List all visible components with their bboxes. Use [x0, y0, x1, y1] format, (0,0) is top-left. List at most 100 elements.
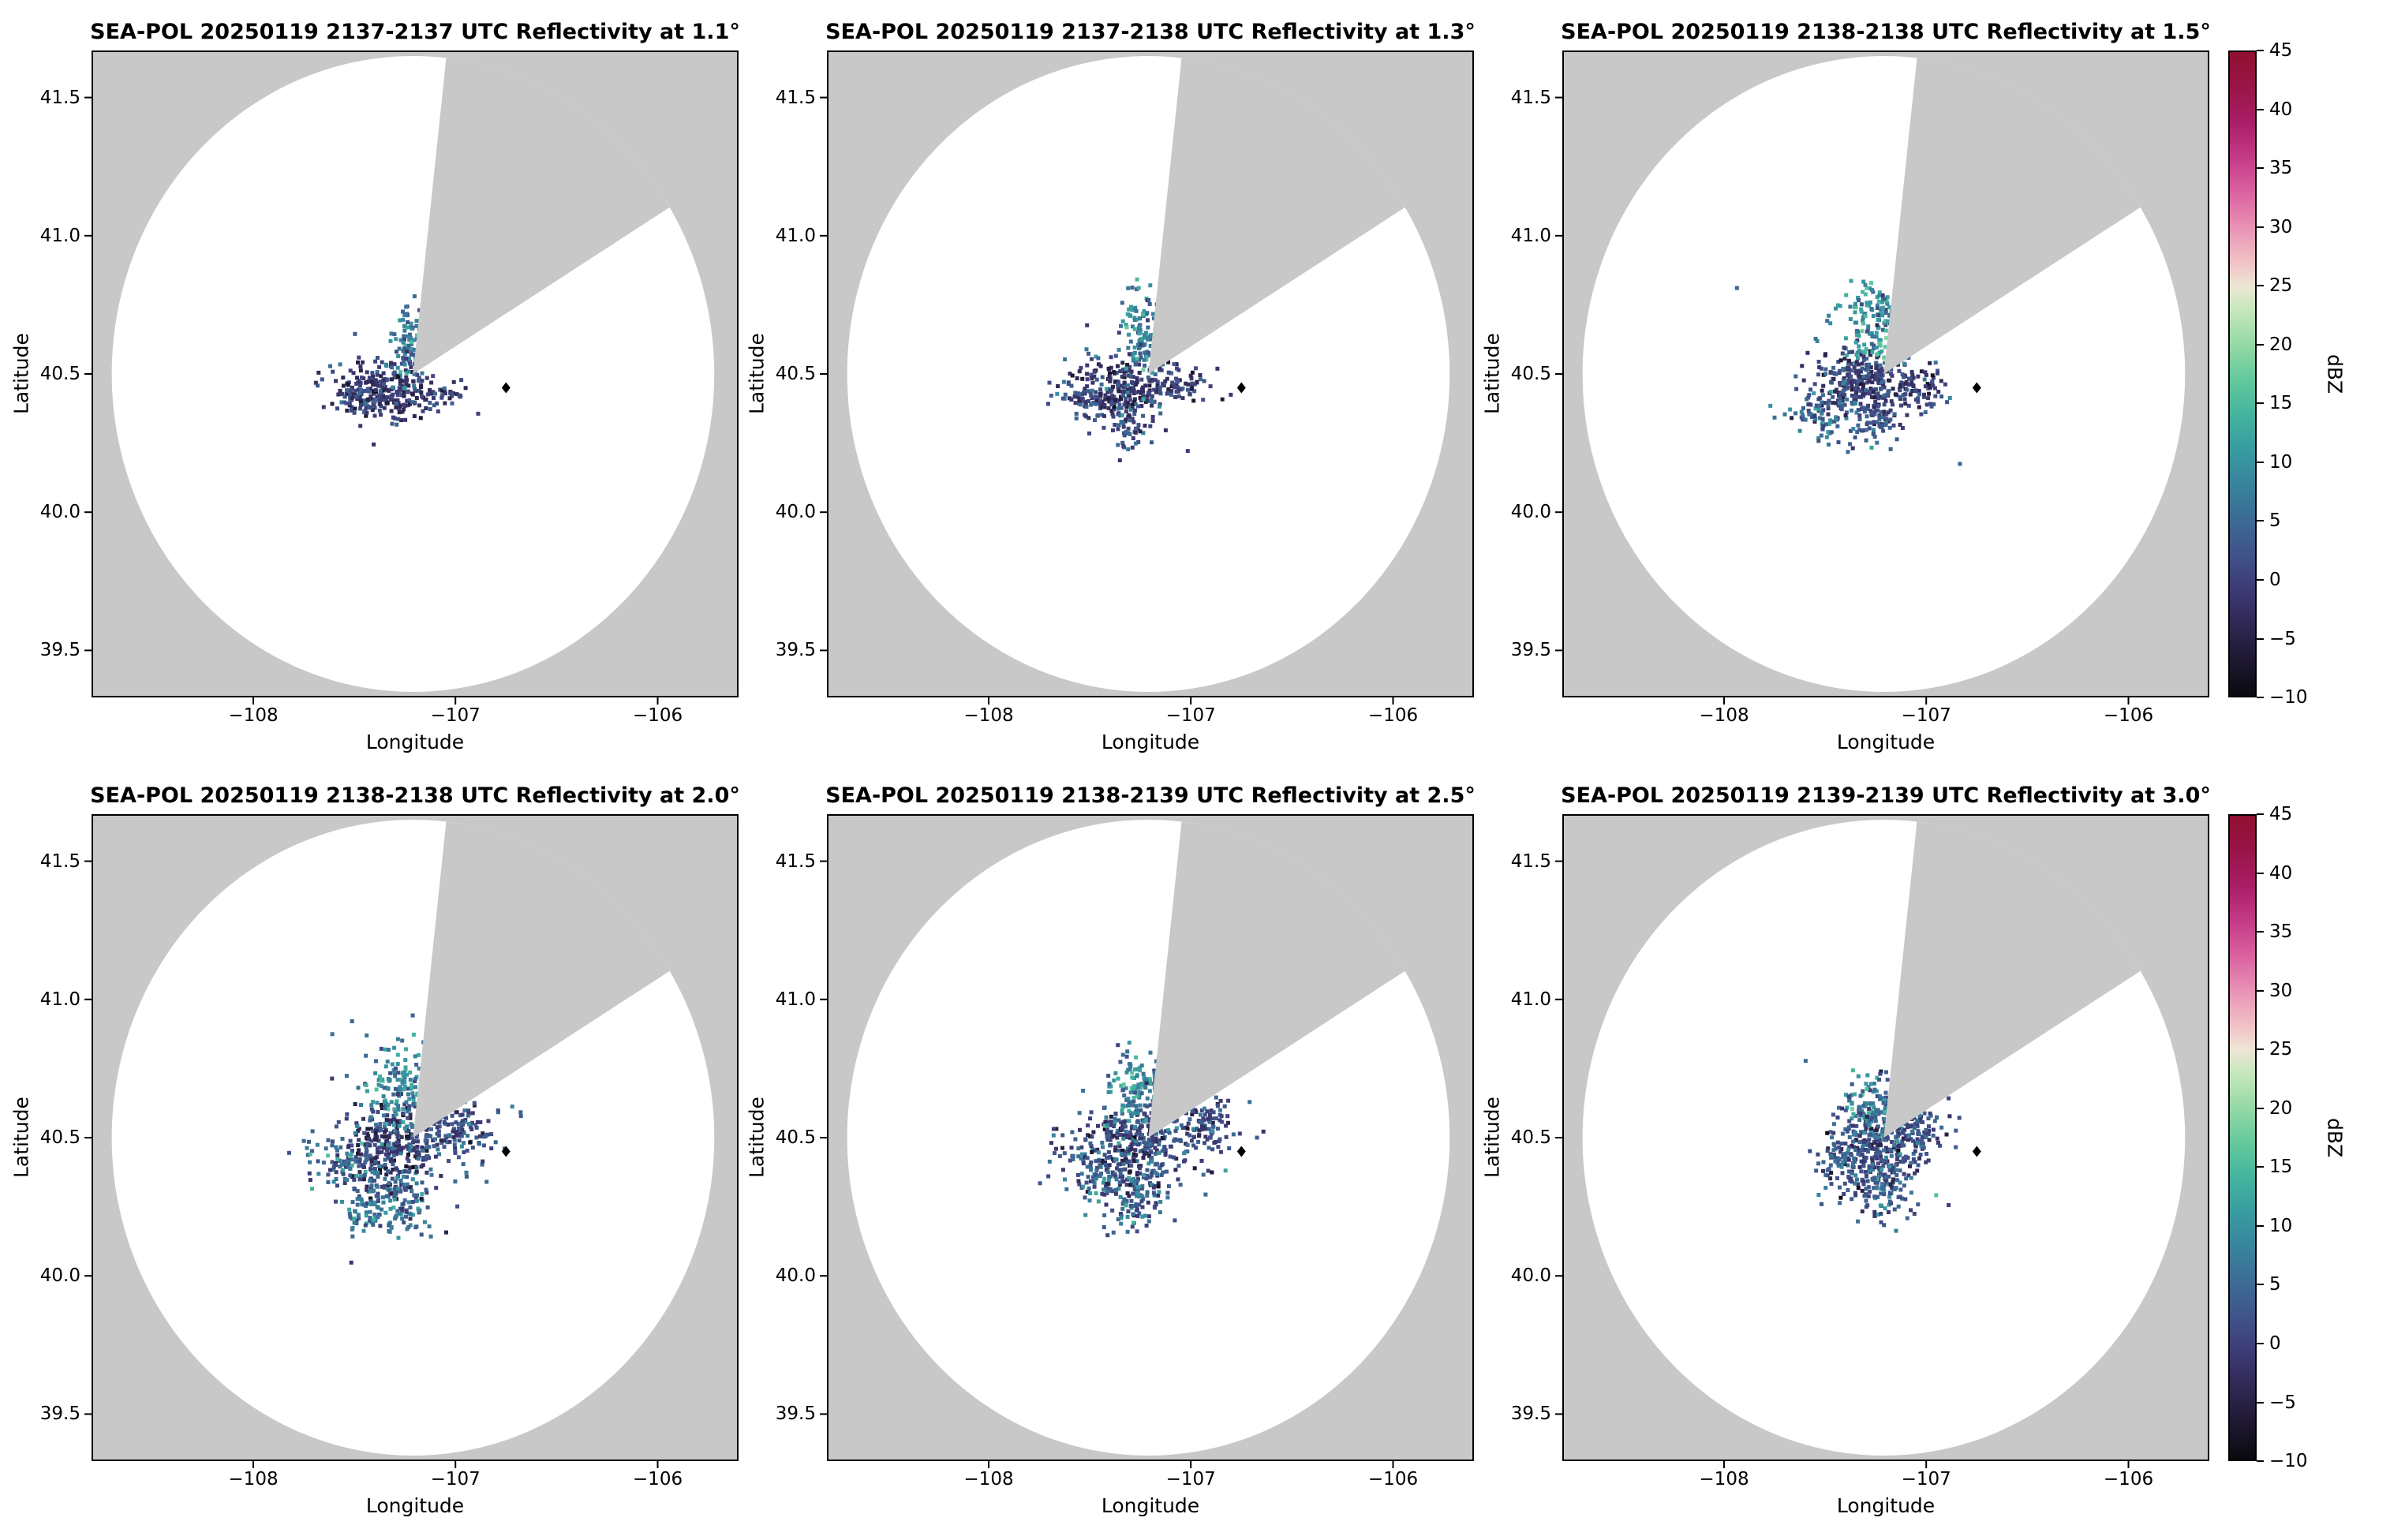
x-tick-label: −108	[228, 705, 279, 726]
echo-pixel	[1838, 358, 1843, 363]
echo-pixel	[409, 1122, 413, 1127]
echo-pixel	[1153, 378, 1158, 383]
echo-pixel	[365, 379, 369, 384]
echo-pixel	[385, 1060, 390, 1064]
echo-pixel	[1112, 394, 1116, 399]
echo-pixel	[1856, 1219, 1861, 1224]
echo-pixel	[1854, 1177, 1859, 1182]
echo-pixel	[1226, 1120, 1230, 1125]
echo-pixel	[1850, 1082, 1854, 1086]
echo-pixel	[1868, 1115, 1872, 1119]
echo-pixel	[1103, 397, 1108, 402]
echo-pixel	[385, 1113, 390, 1118]
echo-pixel	[356, 360, 360, 364]
echo-pixel	[369, 1115, 373, 1119]
echo-pixel	[1124, 366, 1128, 371]
echo-pixel	[1853, 1173, 1858, 1178]
echo-pixel	[353, 1131, 357, 1135]
echo-pixel	[1094, 402, 1098, 406]
echo-pixel	[372, 1179, 377, 1183]
echo-pixel	[1882, 297, 1887, 301]
echo-pixel	[1875, 303, 1879, 308]
echo-pixel	[1861, 1092, 1865, 1097]
echo-pixel	[1864, 1082, 1868, 1086]
echo-pixel	[391, 1153, 396, 1158]
y-axis-label: Latitude	[9, 1097, 33, 1179]
echo-pixel	[1923, 384, 1928, 389]
echo-pixel	[1871, 1167, 1876, 1172]
echo-pixel	[1112, 1124, 1116, 1129]
echo-pixel	[371, 389, 376, 394]
echo-pixel	[1085, 384, 1090, 389]
echo-pixel	[1838, 368, 1842, 373]
echo-pixel	[1133, 430, 1138, 435]
echo-pixel	[395, 1037, 400, 1041]
x-tick-labels: −108 −107 −106	[827, 1461, 1474, 1490]
echo-pixel	[1083, 402, 1088, 406]
echo-pixel	[375, 1101, 380, 1105]
echo-pixel	[1140, 1194, 1145, 1198]
echo-pixel	[378, 1224, 383, 1228]
echo-pixel	[1882, 385, 1887, 390]
echo-pixel	[344, 392, 349, 397]
echo-pixel	[1182, 1151, 1187, 1156]
echo-pixel	[355, 397, 360, 401]
echo-pixel	[402, 323, 406, 328]
echo-pixel	[1879, 1167, 1884, 1172]
echo-pixel	[410, 1091, 415, 1096]
echo-pixel	[1049, 394, 1053, 398]
echo-pixel	[1828, 370, 1833, 375]
echo-pixel	[1883, 1146, 1888, 1150]
echo-pixel	[1116, 1162, 1120, 1167]
echo-pixel	[1125, 1229, 1130, 1234]
echo-pixel	[1872, 435, 1877, 439]
echo-pixel	[1853, 1092, 1857, 1097]
panel-title: SEA-POL 20250119 2137-2138 UTC Reflectiv…	[825, 20, 1476, 44]
echo-pixel	[1078, 402, 1083, 407]
echo-pixel	[358, 364, 363, 369]
echo-pixel	[1063, 357, 1068, 361]
echo-pixel	[462, 1108, 467, 1113]
echo-pixel	[1879, 1158, 1884, 1163]
echo-pixel	[1868, 1132, 1872, 1137]
echo-pixel	[1189, 376, 1194, 381]
echo-pixel	[406, 347, 410, 352]
echo-pixel	[395, 1087, 400, 1092]
echo-pixel	[1901, 375, 1906, 379]
echo-pixel	[456, 1155, 461, 1160]
echo-pixel	[1856, 372, 1861, 376]
echo-pixel	[1121, 394, 1126, 398]
echo-pixel	[414, 396, 419, 400]
echo-pixel	[1878, 421, 1883, 426]
echo-pixel	[1903, 1197, 1908, 1202]
echo-pixel	[1162, 1145, 1167, 1149]
echo-pixel	[1148, 424, 1153, 428]
echo-pixel	[470, 1111, 475, 1116]
echo-pixel	[1155, 1172, 1160, 1176]
echo-pixel	[1176, 394, 1181, 398]
echo-pixel	[1071, 1157, 1075, 1161]
echo-pixel	[388, 338, 393, 343]
echo-pixel	[1860, 1209, 1865, 1213]
echo-pixel	[1127, 1194, 1131, 1198]
echo-pixel	[1879, 1191, 1883, 1196]
echo-pixel	[390, 421, 395, 426]
echo-pixel	[378, 1167, 382, 1172]
echo-pixel	[402, 334, 406, 338]
echo-pixel	[1864, 368, 1868, 372]
echo-pixel	[433, 1154, 438, 1159]
echo-pixel	[316, 1172, 321, 1176]
echo-pixel	[1109, 355, 1113, 360]
echo-pixel	[1876, 1213, 1880, 1217]
echo-pixel	[1815, 339, 1820, 343]
echo-pixel	[1121, 1179, 1126, 1184]
y-axis-label: Latitude	[745, 1097, 769, 1179]
echo-pixel	[1110, 1189, 1115, 1194]
echo-pixel	[1100, 1161, 1105, 1165]
echo-pixel	[1845, 1151, 1850, 1156]
echo-pixel	[1217, 1139, 1221, 1144]
echo-pixel	[1868, 286, 1872, 290]
echo-pixel	[1831, 1112, 1835, 1117]
echo-pixel	[1883, 1109, 1887, 1114]
echo-pixel	[364, 1213, 368, 1218]
